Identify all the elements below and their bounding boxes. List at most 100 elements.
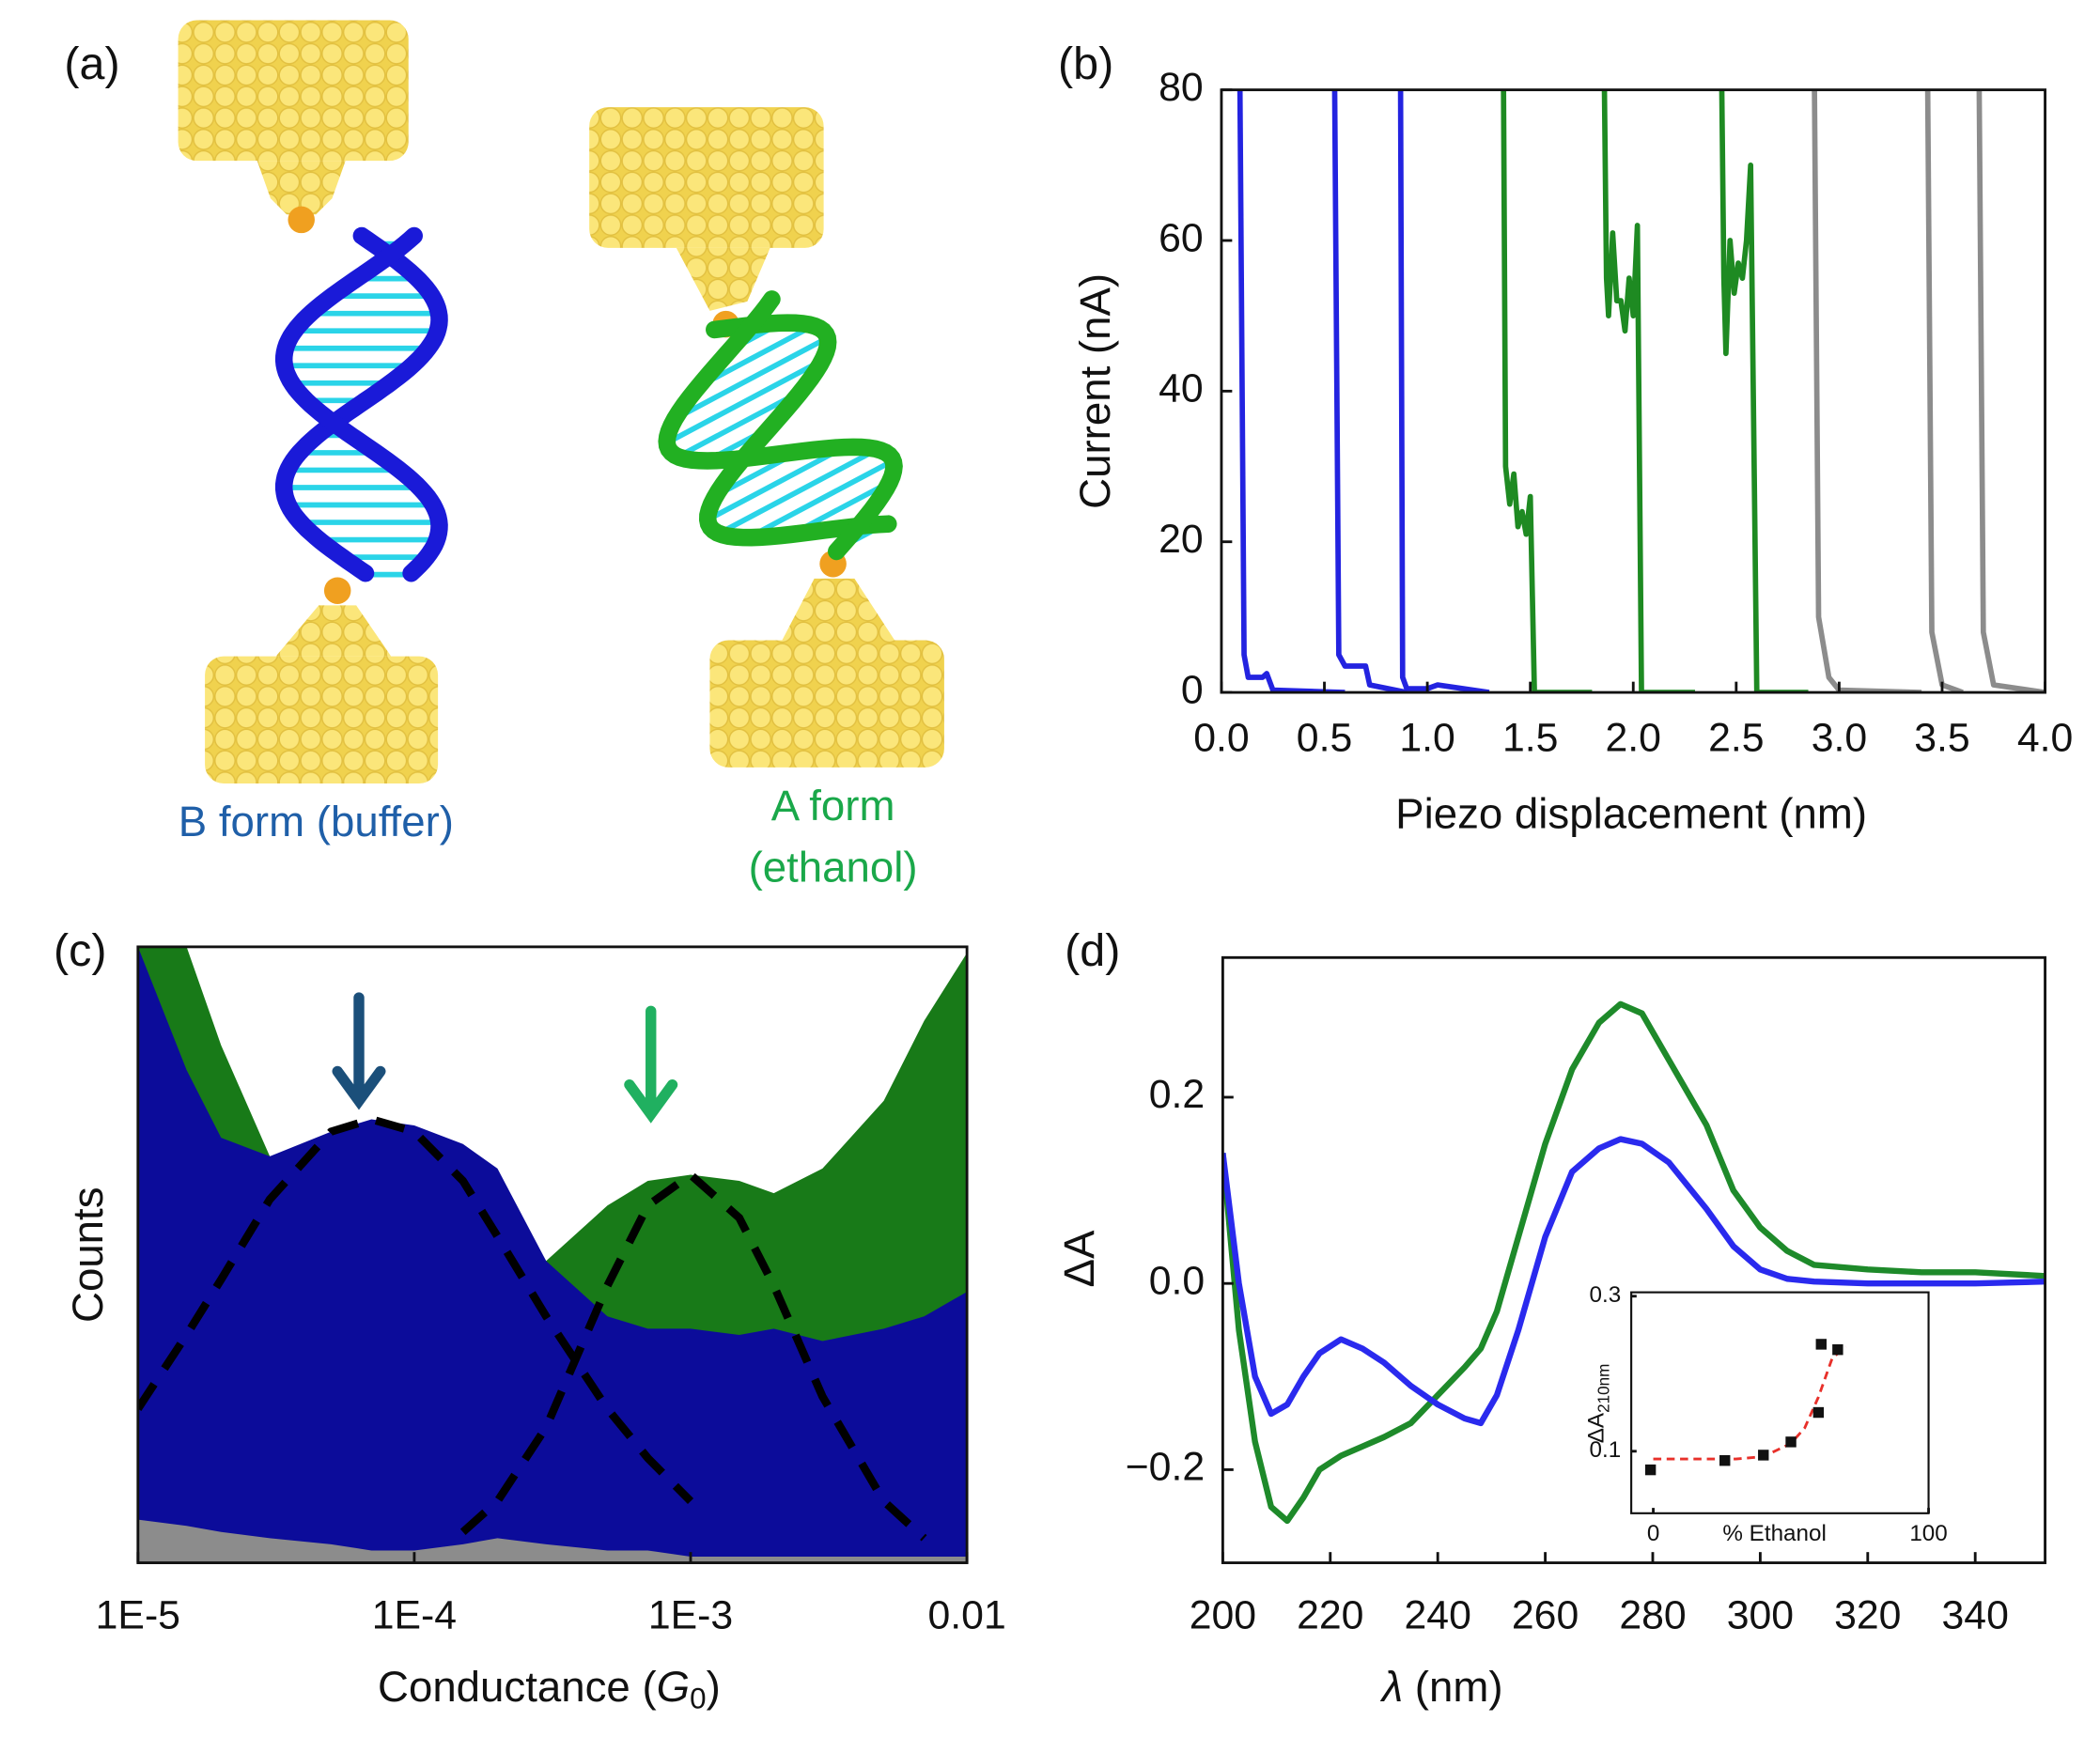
panel-label: (a) — [64, 39, 119, 89]
area — [137, 946, 968, 1563]
x-axis-label-part: 0 — [690, 1683, 706, 1715]
x-axis-label-part: (nm) — [1403, 1663, 1502, 1711]
x-axis-label-part: G — [657, 1663, 690, 1711]
y-tick-label: 0 — [1181, 667, 1204, 712]
y-tick-label: 40 — [1159, 366, 1204, 411]
x-tick-label: 2.5 — [1708, 716, 1764, 761]
electrode-tip — [782, 578, 895, 641]
line — [1924, 89, 1964, 693]
line — [1222, 1136, 2046, 1427]
y-axis-label: Current (nA) — [1071, 273, 1119, 509]
plot-frame — [1221, 955, 2046, 1564]
line — [1222, 1000, 2046, 1525]
inset-y-axis-label: ΔA210nm — [1584, 1364, 1612, 1444]
plot-area — [1237, 89, 2046, 693]
line — [1237, 89, 1346, 693]
backbone — [658, 290, 903, 561]
electrode — [709, 640, 944, 768]
x-axis-label-part: Conductance ( — [378, 1663, 657, 1711]
electrode-tip — [676, 247, 770, 311]
x-tick-label: 1E-5 — [96, 1592, 180, 1637]
x-tick-label: 200 — [1190, 1592, 1256, 1637]
area — [137, 1519, 968, 1563]
fit-line — [459, 1170, 927, 1542]
y-tick-label: −0.2 — [1126, 1445, 1205, 1490]
inset-background — [1631, 1292, 1929, 1513]
x-tick-label: 1E-3 — [648, 1592, 733, 1637]
y-tick-label: 80 — [1159, 65, 1204, 110]
panel-label: (d) — [1065, 925, 1120, 976]
x-tick-label: 4.0 — [2017, 716, 2073, 761]
line — [1501, 89, 1593, 693]
base-pair — [665, 357, 824, 445]
x-tick-label: 3.5 — [1914, 716, 1969, 761]
a-form-label: A form — [771, 782, 895, 830]
point — [1812, 1406, 1825, 1419]
point — [1832, 1343, 1843, 1356]
line — [1812, 89, 1922, 693]
x-axis-label-part: ) — [707, 1663, 721, 1711]
electrode-tip — [257, 161, 346, 215]
x-tick-label: 0.5 — [1297, 716, 1352, 761]
base-pair — [747, 458, 894, 540]
backbone — [274, 226, 448, 582]
plot-area — [137, 946, 968, 1563]
x-tick-label: 280 — [1619, 1592, 1686, 1637]
x-tick-label: 320 — [1834, 1592, 1901, 1637]
x-tick-label: 1.0 — [1399, 716, 1454, 761]
point — [1758, 1450, 1769, 1461]
base-pair — [677, 388, 802, 459]
y-tick-label: 60 — [1159, 215, 1204, 260]
arrow — [624, 1005, 678, 1124]
plot-frame — [1630, 1291, 1930, 1514]
point — [1719, 1455, 1731, 1466]
a-form-label: (ethanol) — [749, 844, 918, 892]
arrow — [332, 992, 386, 1110]
fit-line — [1653, 1345, 1847, 1461]
x-tick-label: 100 — [1909, 1521, 1947, 1546]
line — [1601, 89, 1696, 693]
y-axis-label: Counts — [64, 1186, 112, 1323]
base-pair — [673, 335, 829, 422]
electrode — [178, 20, 409, 162]
x-tick-label: 220 — [1297, 1592, 1363, 1637]
y-axis-label: ΔA — [1055, 1230, 1103, 1287]
b-form-label: B form (buffer) — [179, 798, 454, 845]
anchor-atom — [323, 577, 351, 604]
fit-line — [137, 1115, 694, 1505]
x-tick-label: 1.5 — [1502, 716, 1558, 761]
y-tick-label: 0.3 — [1590, 1282, 1622, 1308]
electrode — [589, 107, 824, 248]
plot-frame — [1220, 88, 2046, 694]
inset-x-axis-label: % Ethanol — [1722, 1521, 1826, 1546]
x-tick-label: 240 — [1405, 1592, 1471, 1637]
x-tick-label: 300 — [1727, 1592, 1794, 1637]
x-tick-label: 0 — [1647, 1521, 1659, 1546]
electrode — [205, 656, 439, 783]
y-tick-label: 0.0 — [1149, 1259, 1205, 1304]
x-tick-label: 2.0 — [1606, 716, 1661, 761]
x-tick-label: 1E-4 — [372, 1592, 457, 1637]
line — [1976, 89, 2046, 693]
line — [1397, 89, 1490, 693]
y-tick-label: 20 — [1159, 517, 1204, 562]
x-tick-label: 0.01 — [928, 1592, 1006, 1637]
line — [1719, 89, 1809, 693]
backbone — [274, 226, 448, 582]
point — [1644, 1464, 1657, 1476]
base-pair — [706, 444, 846, 522]
electrode-tip — [275, 605, 392, 657]
plot-frame — [136, 945, 969, 1564]
panel-label: (c) — [54, 925, 107, 976]
y-tick-label: 0.2 — [1149, 1072, 1205, 1117]
x-axis-label: Conductance (G0) — [378, 1663, 721, 1715]
y-tick-label: 0.1 — [1590, 1437, 1622, 1463]
b-form-helix — [274, 226, 448, 582]
inset-y-label-part: 210nm — [1594, 1364, 1612, 1413]
x-tick-label: 3.0 — [1812, 716, 1867, 761]
point — [1815, 1339, 1827, 1350]
x-axis-label-part: λ — [1379, 1663, 1403, 1711]
point — [1785, 1436, 1797, 1448]
